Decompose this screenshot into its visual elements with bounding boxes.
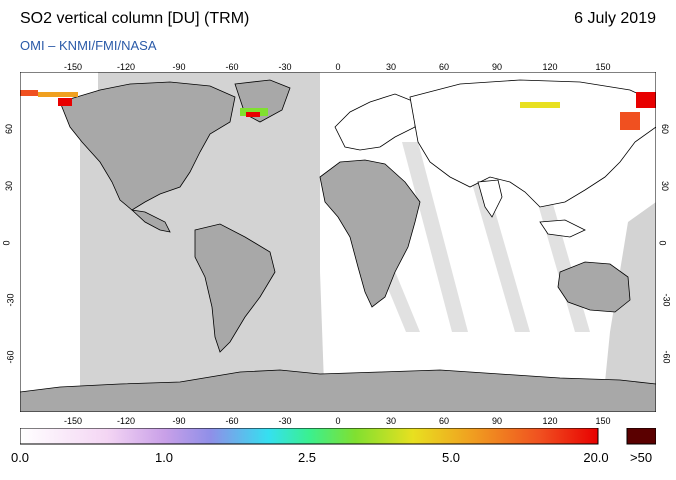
lon-tick-bottom: 90 [491,416,503,426]
lon-tick-top: -30 [278,62,292,72]
colorbar-label: 5.0 [441,450,461,465]
north-america [59,81,236,211]
continents [20,79,656,412]
lon-tick-top: 150 [595,62,611,72]
so2-plume-kamchatka [620,112,640,130]
central-america [130,209,171,233]
colorbar-label: 0.0 [10,450,30,465]
lon-tick-top: 30 [385,62,397,72]
lat-tick-left: -30 [5,293,16,307]
lat-tick-right: -60 [661,350,672,364]
lon-tick-bottom: -150 [63,416,83,426]
map-title: SO2 vertical column [DU] (TRM) [20,10,250,27]
lon-tick-top: 90 [491,62,503,72]
map-date: 6 July 2019 [574,10,656,27]
lon-tick-bottom: -90 [172,416,186,426]
lon-tick-bottom: 120 [542,416,558,426]
lon-tick-top: -150 [63,62,83,72]
lon-tick-bottom: -60 [225,416,239,426]
lon-tick-bottom: 30 [385,416,397,426]
colorbar-gradient [20,428,599,445]
so2-plume-high-lat-west [20,90,38,96]
lon-tick-bottom: 0 [335,416,341,426]
lat-tick-left: 60 [4,123,15,135]
so2-plume-east-edge [636,92,656,108]
lon-tick-top: 60 [438,62,450,72]
so2-colorbar [20,428,656,445]
lat-tick-right: -30 [661,293,672,307]
lon-tick-top: -90 [172,62,186,72]
lat-tick-right: 30 [660,180,671,192]
asia [409,79,656,208]
so2-plume-alaska [58,98,72,106]
lat-tick-right: 0 [657,240,668,246]
so2-plume-high-lat-west [38,92,78,97]
lon-tick-bottom: -120 [116,416,136,426]
lon-tick-top: -60 [225,62,239,72]
india [477,179,503,218]
colorbar-label: 1.0 [154,450,174,465]
lat-tick-left: 30 [4,180,15,192]
antarctica [20,369,656,412]
orbit-gap-stripe [402,142,468,332]
lon-tick-top: 0 [335,62,341,72]
data-source-credit: OMI – KNMI/FMI/NASA [20,38,157,53]
coverage-swath [20,72,80,412]
lon-tick-bottom: -30 [278,416,292,426]
so2-plume-greenland-core [246,112,260,117]
lon-tick-bottom: 60 [438,416,450,426]
lon-tick-bottom: 150 [595,416,611,426]
lon-tick-top: -120 [116,62,136,72]
orbit-gap-stripe [460,142,530,332]
colorbar-label: 2.5 [297,450,317,465]
lat-tick-left: -60 [5,350,16,364]
so2-features [20,90,656,130]
colorbar-overflow-label: >50 [630,450,653,465]
lon-tick-top: 120 [542,62,558,72]
africa [319,159,421,308]
indonesia [539,219,586,238]
lat-tick-right: 60 [660,123,671,135]
australia [557,261,631,313]
so2-world-map [20,72,656,412]
lat-tick-left: 0 [1,240,12,246]
colorbar-label: 20.0 [583,450,609,465]
colorbar-overflow-swatch [626,428,656,445]
south-america [194,223,276,353]
so2-plume-siberia [520,102,560,108]
